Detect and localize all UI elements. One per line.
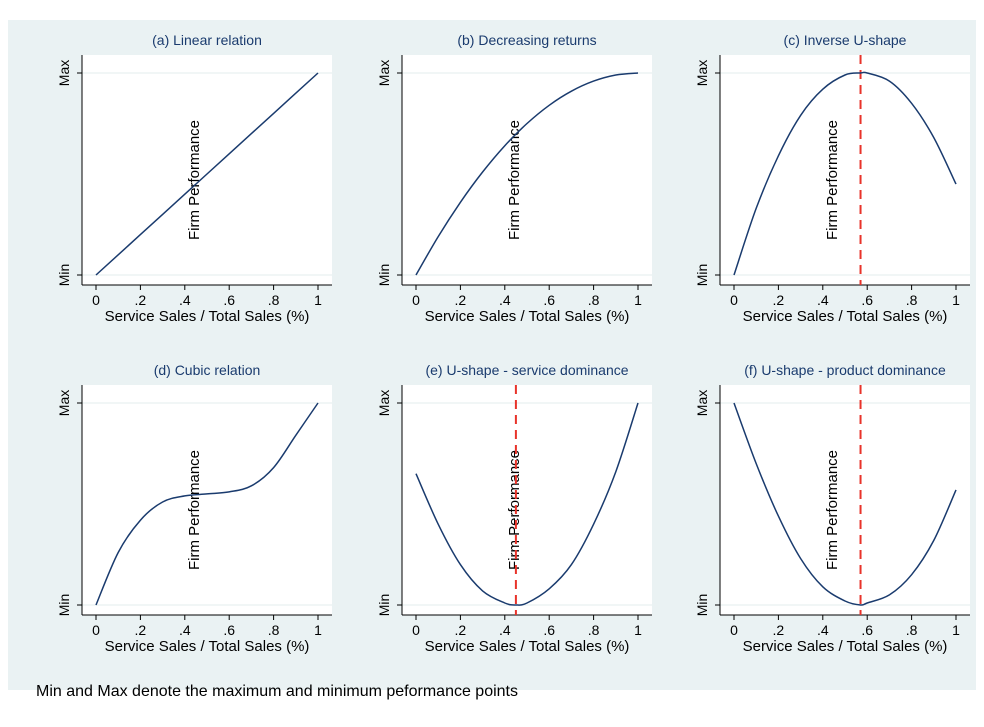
x-tick-label: .8 [906,292,918,308]
x-axis-label: Service Sales / Total Sales (%) [743,638,948,655]
x-tick-label: .8 [588,292,600,308]
x-tick-label: 1 [952,292,960,308]
y-axis-label: Firm Performance [824,120,841,240]
plot-area [402,385,652,615]
x-tick-label: .2 [773,622,785,638]
x-axis-label: Service Sales / Total Sales (%) [425,638,630,655]
series-line [733,402,957,606]
y-axis-label: Firm Performance [186,450,203,570]
x-tick-label: 0 [730,292,738,308]
x-tick-label: .6 [543,622,555,638]
panel-title: (c) Inverse U-shape [784,32,907,48]
panel-title: (b) Decreasing returns [457,32,596,48]
x-tick-label: .8 [268,622,280,638]
panel-title: (d) Cubic relation [154,362,261,378]
x-tick-label: .4 [817,292,829,308]
y-tick-label-max: Max [694,390,710,416]
x-tick-label: .4 [179,292,191,308]
panel-b: (b) Decreasing returns 0 .2 .4 .6 .8 1Service … [376,32,652,325]
x-tick-label: 1 [314,292,322,308]
x-tick-label: 0 [92,292,100,308]
x-tick-label: 1 [634,292,642,308]
x-axis-label: Service Sales / Total Sales (%) [743,308,948,325]
x-tick-label: .6 [223,622,235,638]
panel-f: (f) U-shape - product dominance 0 .2 .4 .6 .8… [694,362,970,655]
y-tick-label-min: Min [56,594,72,617]
x-tick-label: .2 [135,292,147,308]
x-axis-label: Service Sales / Total Sales (%) [105,638,310,655]
plot-area [402,55,652,285]
series-line [415,402,639,606]
x-tick-label: .6 [861,622,873,638]
panel-title: (a) Linear relation [152,32,262,48]
y-tick-label-max: Max [56,390,72,416]
figure-frame: (a) Linear relation 0.2.4.6.8 1 Service Sal… [8,20,976,700]
x-tick-label: .6 [861,292,873,308]
y-tick-label-min: Min [694,264,710,287]
y-tick-label-max: Max [56,60,72,86]
y-tick-label-min: Min [376,264,392,287]
y-tick-label-max: Max [376,390,392,416]
x-tick-label: .4 [499,292,511,308]
x-tick-label: 1 [952,622,960,638]
y-axis-label: Firm Performance [824,450,841,570]
x-tick-label: 1 [634,622,642,638]
panel-title: (f) U-shape - product dominance [744,362,946,378]
series-line [95,72,319,276]
footnote: Min and Max denote the maximum and minim… [36,683,518,700]
x-tick-label: 0 [730,622,738,638]
x-axis-label: Service Sales / Total Sales (%) [425,308,630,325]
y-axis-label: Firm Performance [186,120,203,240]
series-line [95,402,319,606]
panel-title: (e) U-shape - service dominance [425,362,628,378]
series-line [733,71,957,276]
x-tick-label: 0 [412,622,420,638]
plot-area [720,55,970,285]
plot-area [82,55,332,285]
y-tick-label-min: Min [56,264,72,287]
x-tick-label: .2 [455,292,467,308]
x-tick-label: .6 [543,292,555,308]
x-tick-label: 0 [412,292,420,308]
x-tick-label: .4 [499,622,511,638]
y-tick-label-max: Max [694,60,710,86]
y-axis-label: Firm Performance [506,120,523,240]
y-tick-label-max: Max [376,60,392,86]
x-tick-label: .8 [268,292,280,308]
y-tick-label-min: Min [376,594,392,617]
x-tick-label: .6 [223,292,235,308]
y-axis-label: Firm Performance [506,450,523,570]
x-tick-label: .2 [455,622,467,638]
x-tick-label: .4 [179,622,191,638]
x-tick-label: .4 [817,622,829,638]
x-axis-label: Service Sales / Total Sales (%) [105,308,310,325]
series-line [415,72,639,276]
x-tick-label: .8 [588,622,600,638]
x-tick-label: 1 [314,622,322,638]
x-tick-label: .8 [906,622,918,638]
plot-area [82,385,332,615]
plot-area [720,385,970,615]
x-tick-label: .2 [773,292,785,308]
x-tick-label: .2 [135,622,147,638]
x-tick-label: 0 [92,622,100,638]
caption-strip [0,0,984,20]
y-tick-label-min: Min [694,594,710,617]
panel-e: (e) U-shape - service dominance 0 .2 .4 .6 .8… [376,362,652,655]
